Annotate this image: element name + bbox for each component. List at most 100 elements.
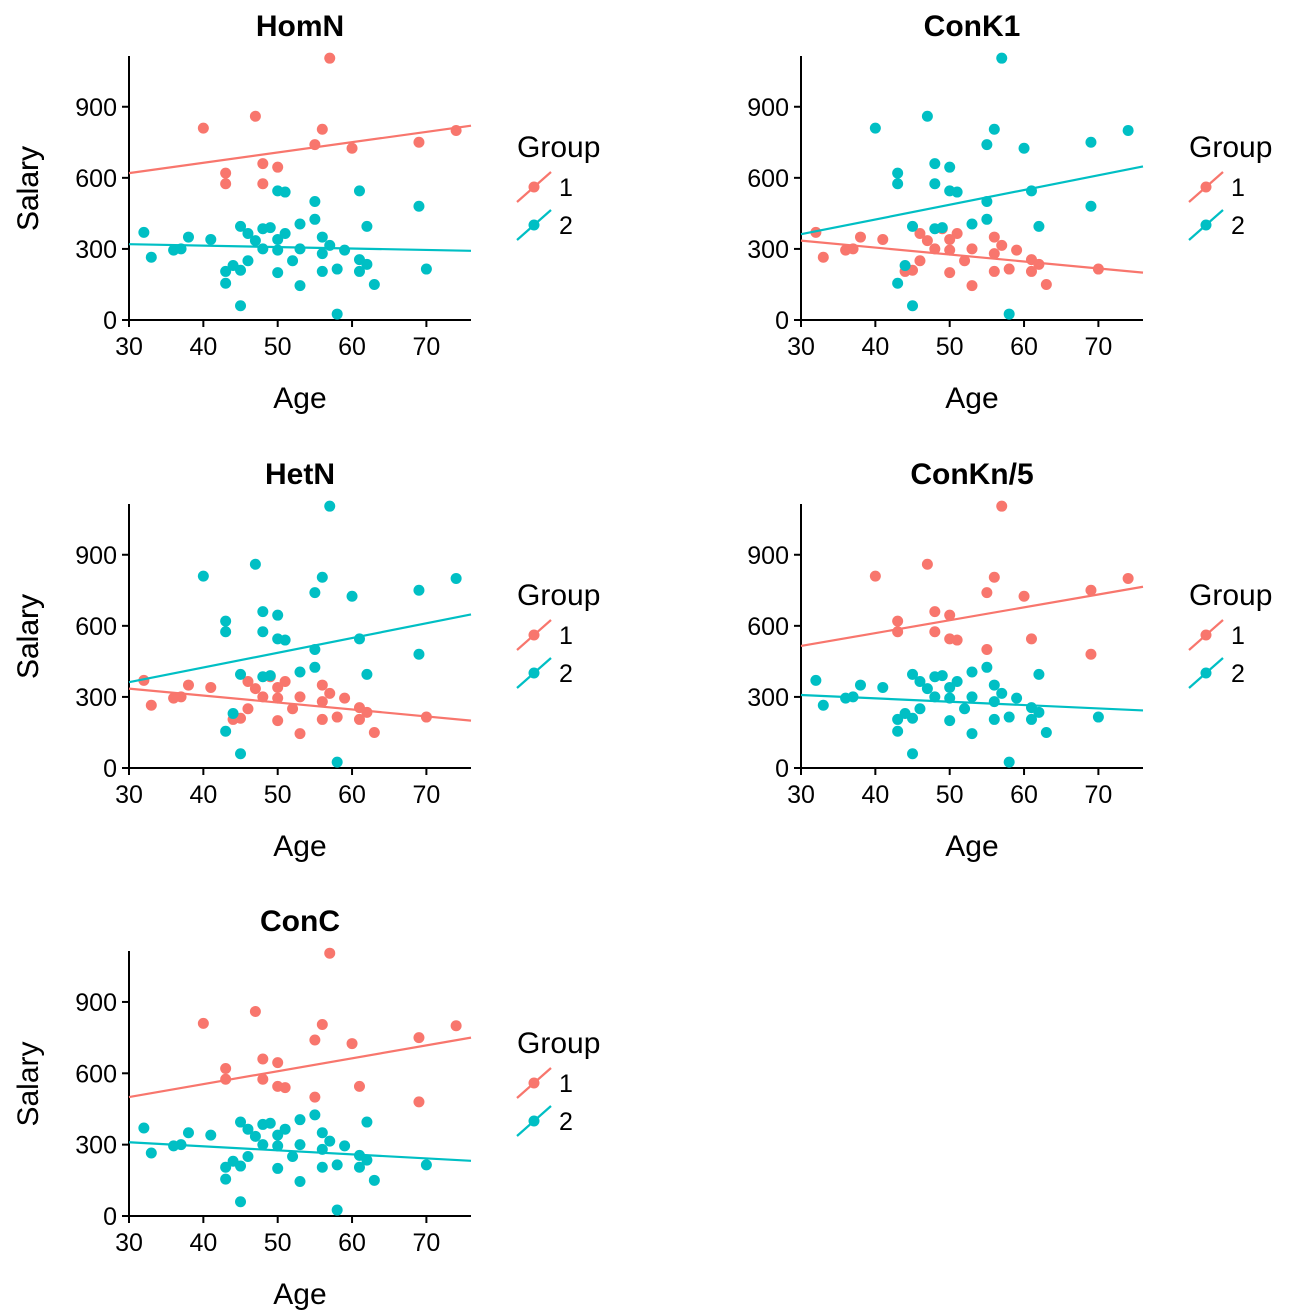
data-point-group-2 [257, 243, 269, 255]
data-point-group-1 [279, 676, 291, 688]
data-point-group-2 [353, 265, 365, 277]
data-point-group-2 [907, 748, 919, 760]
panel-title: HetN [265, 458, 335, 491]
data-point-group-2 [936, 670, 948, 682]
data-point-group-1 [257, 158, 269, 170]
x-tick-label: 30 [115, 781, 143, 809]
data-point-group-1 [944, 609, 956, 621]
x-tick-label: 60 [338, 781, 366, 809]
data-point-group-2 [892, 725, 904, 737]
data-point-group-1 [272, 681, 284, 693]
data-point-group-2 [279, 186, 291, 198]
x-tick-label: 70 [412, 1229, 440, 1257]
legend-label: 1 [559, 174, 573, 202]
data-point-group-1 [197, 1017, 209, 1029]
data-point-group-2 [1033, 220, 1045, 232]
x-tick-label: 50 [264, 781, 292, 809]
data-point-group-1 [316, 1019, 328, 1031]
data-point-group-2 [257, 626, 269, 638]
data-point-group-2 [324, 1135, 336, 1147]
data-point-group-1 [346, 1038, 358, 1050]
legend-label: 1 [1231, 174, 1245, 202]
data-point-group-2 [257, 1139, 269, 1151]
data-point-group-2 [309, 196, 321, 208]
legend-key-point [528, 181, 540, 193]
x-tick-label: 60 [338, 333, 366, 361]
data-point-group-1 [249, 110, 261, 122]
x-axis-label: Age [273, 830, 326, 863]
y-tick-label: 300 [75, 1132, 117, 1160]
x-tick-label: 60 [1010, 333, 1038, 361]
data-point-group-2 [907, 712, 919, 724]
data-point-group-2 [1003, 711, 1015, 723]
data-point-group-1 [981, 644, 993, 656]
data-point-group-2 [264, 670, 276, 682]
data-point-group-1 [1025, 633, 1037, 645]
data-point-group-2 [944, 161, 956, 173]
y-axis-label: Salary [12, 146, 45, 231]
data-point-group-2 [996, 687, 1008, 699]
data-point-group-1 [413, 1096, 425, 1108]
data-point-group-1 [249, 683, 261, 695]
data-point-group-2 [220, 277, 232, 289]
data-point-group-1 [413, 1032, 425, 1044]
x-tick-label: 70 [412, 333, 440, 361]
data-point-group-2 [810, 674, 822, 686]
data-point-group-2 [316, 1127, 328, 1139]
data-point-group-2 [959, 703, 971, 715]
x-tick-label: 50 [936, 333, 964, 361]
data-point-group-2 [966, 218, 978, 230]
x-tick-label: 50 [264, 1229, 292, 1257]
legend-title: Group [517, 579, 600, 612]
data-point-group-2 [988, 123, 1000, 135]
x-axis-label: Age [945, 382, 998, 415]
fit-line-group-1 [800, 585, 1144, 648]
data-point-group-2 [235, 668, 247, 680]
data-point-group-2 [235, 1116, 247, 1128]
data-point-group-2 [966, 728, 978, 740]
data-point-group-2 [235, 1196, 247, 1208]
data-point-group-2 [944, 715, 956, 727]
fit-line-group-2 [128, 1141, 472, 1162]
panel-title: HomN [256, 10, 344, 43]
y-axis-label: Salary [12, 594, 45, 679]
x-tick-label: 70 [412, 781, 440, 809]
data-point-group-2 [235, 748, 247, 760]
data-point-group-1 [1003, 263, 1015, 275]
fit-line-group-1 [128, 124, 472, 175]
legend-label: 2 [559, 1108, 573, 1136]
data-point-group-2 [339, 1140, 351, 1152]
data-point-group-1 [145, 699, 157, 711]
data-point-group-1 [988, 571, 1000, 583]
data-point-group-1 [929, 606, 941, 618]
data-point-group-2 [264, 222, 276, 234]
legend-title: Group [1189, 579, 1272, 612]
legend-label: 2 [1231, 212, 1245, 240]
y-tick-label: 300 [747, 236, 789, 264]
data-point-group-2 [892, 167, 904, 179]
data-point-group-2 [242, 1123, 254, 1135]
data-point-group-2 [220, 626, 232, 638]
y-axis-label: Salary [12, 146, 45, 231]
x-tick-label: 40 [189, 1229, 217, 1257]
legend-key-point [1200, 181, 1212, 193]
legend-label: 1 [1231, 622, 1245, 650]
data-point-group-2 [279, 1123, 291, 1135]
data-point-group-2 [242, 1151, 254, 1163]
data-point-group-1 [921, 558, 933, 570]
data-point-group-2 [242, 255, 254, 267]
data-point-group-2 [331, 756, 343, 768]
data-point-group-2 [892, 178, 904, 190]
x-tick-label: 50 [264, 333, 292, 361]
data-point-group-2 [877, 681, 889, 693]
data-point-group-2 [205, 1129, 217, 1141]
fit-line-group-2 [128, 243, 472, 252]
data-point-group-2 [951, 676, 963, 688]
data-point-group-2 [907, 220, 919, 232]
data-point-group-2 [420, 263, 432, 275]
y-tick-label: 300 [747, 684, 789, 712]
x-axis-label: Age [945, 830, 998, 863]
data-point-group-2 [1003, 756, 1015, 768]
data-point-group-2 [1025, 713, 1037, 725]
